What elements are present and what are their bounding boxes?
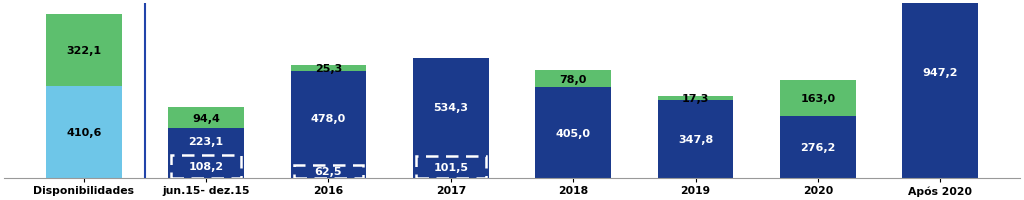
Text: 947,2: 947,2 xyxy=(923,68,958,78)
Text: 410,6: 410,6 xyxy=(66,128,101,138)
Text: 94,4: 94,4 xyxy=(193,113,220,123)
Bar xyxy=(171,155,241,178)
Bar xyxy=(780,117,856,178)
Bar xyxy=(168,129,244,178)
Bar xyxy=(657,97,733,101)
Bar xyxy=(46,87,122,178)
Bar xyxy=(413,59,488,178)
Bar xyxy=(536,88,611,178)
Text: 108,2: 108,2 xyxy=(188,161,223,171)
Bar xyxy=(294,165,364,178)
Text: 101,5: 101,5 xyxy=(433,162,468,172)
Text: 78,0: 78,0 xyxy=(559,74,587,84)
Text: 534,3: 534,3 xyxy=(433,102,468,112)
Bar xyxy=(416,156,485,178)
Text: 405,0: 405,0 xyxy=(556,128,591,138)
Bar xyxy=(902,0,978,178)
Bar xyxy=(168,108,244,129)
Text: 163,0: 163,0 xyxy=(801,94,836,104)
Text: 322,1: 322,1 xyxy=(67,46,101,56)
Bar xyxy=(291,66,367,72)
Bar xyxy=(536,71,611,88)
Bar xyxy=(657,101,733,178)
Text: 478,0: 478,0 xyxy=(311,113,346,123)
Bar xyxy=(780,80,856,117)
Bar xyxy=(291,72,367,178)
Bar xyxy=(46,15,122,87)
Text: 17,3: 17,3 xyxy=(682,94,710,104)
Text: 276,2: 276,2 xyxy=(800,143,836,153)
Text: 223,1: 223,1 xyxy=(188,136,223,146)
Text: 25,3: 25,3 xyxy=(314,64,342,74)
Text: 62,5: 62,5 xyxy=(314,167,342,176)
Text: 347,8: 347,8 xyxy=(678,135,713,145)
